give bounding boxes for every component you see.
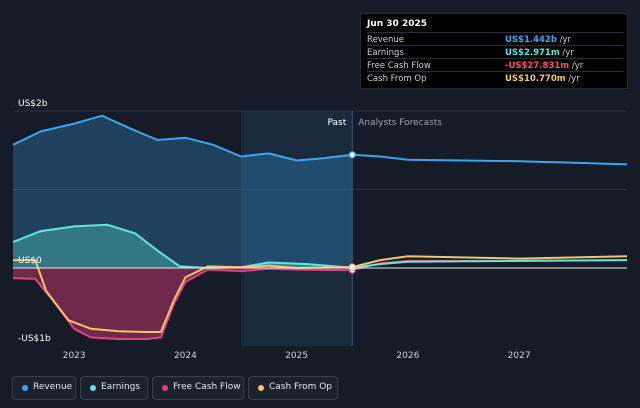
earnings-area (13, 224, 353, 268)
legend-label: Free Cash Flow (173, 382, 241, 392)
revenue-marker (348, 151, 356, 159)
forecast-label: Analysts Forecasts (358, 118, 442, 128)
legend-dot-icon (90, 385, 96, 391)
y-tick-label: US$0 (18, 256, 42, 266)
x-axis-labels: 2023 2024 2025 2026 2027 (63, 351, 531, 361)
x-tick-label: 2027 (508, 351, 531, 361)
tooltip-name: Revenue (367, 35, 405, 45)
tooltip-date: Jun 30 2025 (367, 19, 428, 29)
tooltip-value: -US$27.831m /yr (505, 61, 584, 71)
legend-item-cash-from-op[interactable]: Cash From Op (248, 376, 338, 400)
x-tick-label: 2025 (285, 351, 308, 361)
tooltip-name: Cash From Op (367, 74, 427, 84)
past-region-shade (241, 111, 353, 346)
tooltip-value: US$10.770m /yr (505, 74, 580, 84)
y-tick-label: -US$1b (18, 334, 51, 344)
x-tick-label: 2024 (174, 351, 197, 361)
tooltip-row-free-cash-flow: Free Cash Flow -US$27.831m /yr (367, 58, 623, 72)
legend-label: Revenue (33, 382, 73, 392)
tooltip-row-earnings: Earnings US$2.971m /yr (367, 45, 623, 59)
series-markers (348, 151, 356, 274)
tooltip: Jun 30 2025 Revenue US$1.442b /yr Earnin… (360, 13, 628, 89)
tooltip-row-cash-from-op: Cash From Op US$10.770m /yr (367, 71, 623, 85)
tooltip-value: US$1.442b /yr (505, 35, 572, 45)
legend-dot-icon (162, 385, 168, 391)
y-tick-label: US$2b (18, 99, 48, 109)
tooltip-name: Free Cash Flow (367, 61, 431, 71)
x-tick-label: 2026 (396, 351, 419, 361)
legend-dot-icon (22, 385, 28, 391)
cash-from-op-line (13, 255, 628, 333)
x-tick-label: 2023 (63, 351, 86, 361)
free-cash-flow-area (13, 268, 353, 339)
tooltip-value: US$2.971m /yr (505, 48, 574, 58)
tooltip-name: Earnings (367, 48, 404, 58)
legend-item-free-cash-flow[interactable]: Free Cash Flow (152, 376, 244, 400)
gridlines (13, 110, 627, 190)
y-axis-labels: US$2b US$0 -US$1b (18, 99, 51, 344)
legend-label: Cash From Op (269, 382, 333, 392)
cash-from-op-marker (348, 263, 356, 271)
past-label: Past (327, 118, 346, 128)
revenue-line (12, 114, 628, 166)
chart-canvas: US$2b US$0 -US$1b 2023 2024 2025 2026 2027 Pas… (12, 99, 628, 361)
tooltip-row-revenue: Revenue US$1.442b /yr (367, 32, 623, 46)
legend-item-earnings[interactable]: Earnings (80, 376, 148, 400)
legend-dot-icon (258, 385, 264, 391)
legend-label: Earnings (101, 382, 141, 392)
legend-item-revenue[interactable]: Revenue (12, 376, 76, 400)
